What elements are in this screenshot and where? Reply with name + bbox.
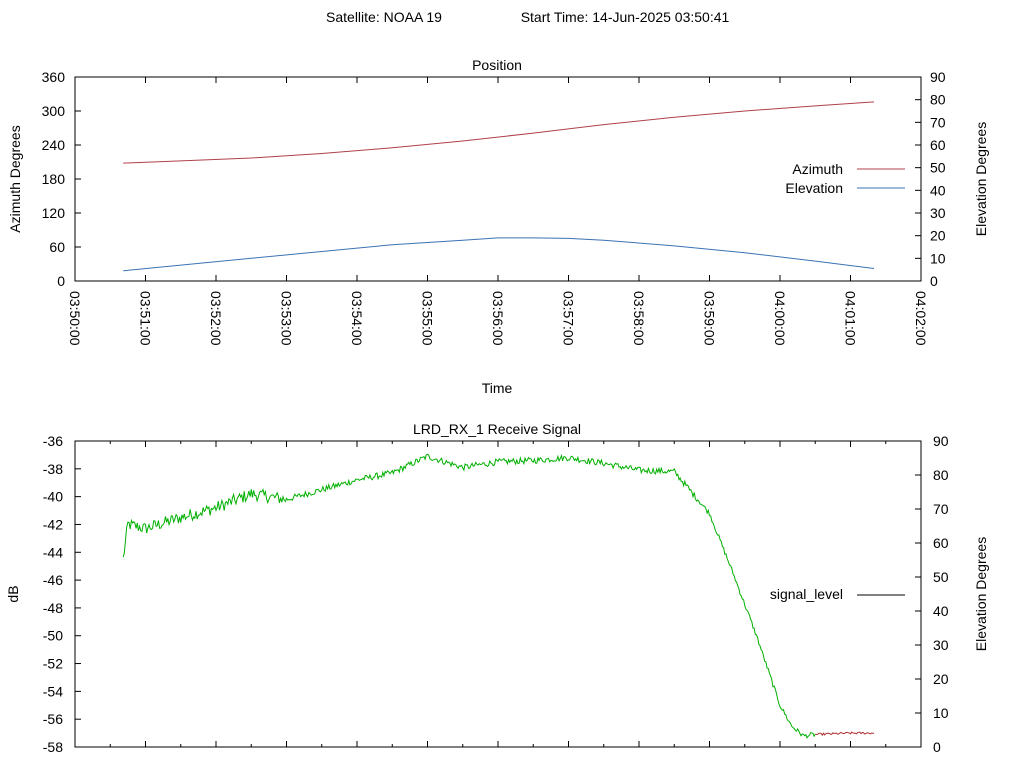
x-tick-label: 03:57:00	[561, 291, 577, 346]
y-tick-label: -54	[43, 683, 63, 699]
legend-elevation-label: Elevation	[785, 180, 843, 196]
signal-series	[122, 453, 875, 739]
satellite-label: Satellite: NOAA 19	[326, 9, 442, 25]
y-tick-label: -50	[43, 628, 63, 644]
y2-tick-label: 30	[930, 205, 946, 221]
y-tick-label: -48	[43, 600, 63, 616]
y-tick-label: 60	[49, 239, 65, 255]
y-tick-label: 300	[42, 103, 66, 119]
y2-tick-label: 50	[930, 160, 946, 176]
y2-tick-label: 40	[933, 603, 949, 619]
elevation-series-line	[123, 237, 875, 272]
y-tick-label: -40	[43, 489, 63, 505]
legend-signal-label: signal_level	[770, 586, 843, 602]
y-tick-label: -56	[43, 711, 63, 727]
y-tick-label: -52	[43, 656, 63, 672]
legend-azimuth-label: Azimuth	[792, 161, 843, 177]
signal-y-axis-label: dB	[5, 585, 21, 602]
signal-level-series-line	[122, 453, 816, 739]
y2-tick-label: 80	[933, 467, 949, 483]
y2-tick-label: 20	[930, 228, 946, 244]
x-tick-label: 03:55:00	[420, 291, 436, 346]
y2-tick-label: 10	[930, 250, 946, 266]
x-tick-label: 04:00:00	[772, 291, 788, 346]
y2-tick-label: 60	[930, 137, 946, 153]
y-tick-label: 120	[42, 205, 66, 221]
x-tick-label: 04:02:00	[913, 291, 929, 346]
x-tick-label: 03:52:00	[208, 291, 224, 346]
y2-tick-label: 20	[933, 671, 949, 687]
x-tick-label: 03:50:00	[67, 291, 83, 346]
y-tick-label: 240	[42, 137, 66, 153]
signal-level-tail-line	[815, 731, 875, 737]
x-tick-label: 03:53:00	[279, 291, 295, 346]
signal-y2-axis-label: Elevation Degrees	[973, 537, 989, 651]
signal-title: LRD_RX_1 Receive Signal	[413, 421, 581, 437]
signal-legend: signal_level	[770, 586, 905, 602]
azimuth-series-line	[123, 101, 875, 164]
position-y-axis-label: Azimuth Degrees	[7, 125, 23, 232]
y2-tick-label: 90	[933, 433, 949, 449]
start-time-label: Start Time: 14-Jun-2025 03:50:41	[521, 9, 730, 25]
position-series	[123, 101, 875, 272]
x-tick-label: 03:56:00	[490, 291, 506, 346]
position-x-axis-label: Time	[482, 380, 513, 396]
y2-tick-label: 50	[933, 569, 949, 585]
x-tick-label: 03:58:00	[631, 291, 647, 346]
y2-tick-label: 40	[930, 182, 946, 198]
y2-tick-label: 10	[933, 705, 949, 721]
y2-tick-label: 80	[930, 92, 946, 108]
position-axes: 0 60 120 180 240 300 360 0 10 20 30 40 50 60 70 80 90 03:…	[42, 69, 946, 346]
position-legend: Azimuth Elevation	[785, 161, 905, 196]
signal-plot-frame	[74, 440, 922, 748]
y-tick-label: -58	[43, 739, 63, 755]
x-tick-label: 04:01:00	[843, 291, 859, 346]
y-tick-label: -42	[43, 516, 63, 532]
y2-tick-label: 0	[930, 273, 938, 289]
y-tick-label: -46	[43, 572, 63, 588]
y-tick-label: -44	[43, 544, 63, 560]
x-tick-label: 03:59:00	[702, 291, 718, 346]
x-tick-label: 03:51:00	[138, 291, 154, 346]
y2-tick-label: 70	[933, 501, 949, 517]
y2-tick-label: 0	[933, 739, 941, 755]
signal-plot: LRD_RX_1 Receive Signal -58 -56 -54 -52 -50 -…	[5, 421, 989, 755]
y2-tick-label: 30	[933, 637, 949, 653]
position-plot-frame	[74, 76, 922, 282]
y-tick-label: -36	[43, 433, 63, 449]
y-tick-label: 180	[42, 171, 66, 187]
position-title: Position	[472, 57, 522, 73]
x-tick-label: 03:54:00	[349, 291, 365, 346]
y2-tick-label: 90	[930, 69, 946, 85]
position-plot: Position 0 60 120 180 240 300 360 0 10 20 30 40 50 60…	[7, 57, 989, 396]
y2-tick-label: 70	[930, 114, 946, 130]
y2-tick-label: 60	[933, 535, 949, 551]
y-tick-label: 0	[57, 273, 65, 289]
position-y2-axis-label: Elevation Degrees	[973, 122, 989, 236]
y-tick-label: -38	[43, 461, 63, 477]
y-tick-label: 360	[42, 69, 66, 85]
